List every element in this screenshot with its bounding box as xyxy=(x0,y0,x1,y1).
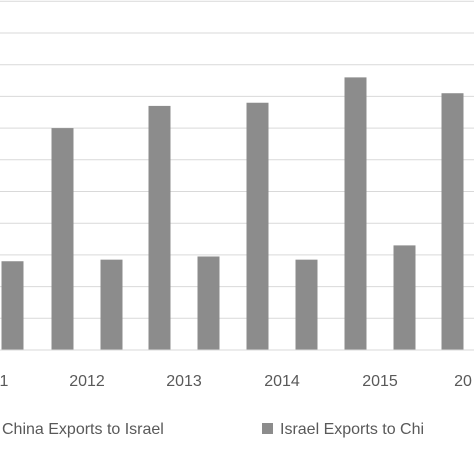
bar-china-exports-2014 xyxy=(246,102,269,351)
x-tick-label: 2015 xyxy=(362,373,398,390)
bar-china-exports-2013 xyxy=(148,105,171,350)
gridlines xyxy=(0,0,474,319)
bar-china-exports-2012 xyxy=(51,128,74,350)
legend-item-israel-exports: Israel Exports to Chi xyxy=(280,421,424,438)
bar-israel-exports-2015 xyxy=(393,245,416,350)
x-tick-label: 2012 xyxy=(69,373,105,390)
bar-israel-exports-2013 xyxy=(197,256,220,350)
bar-israel-exports-2012 xyxy=(100,259,123,350)
bar-israel-exports-2014 xyxy=(295,259,318,350)
x-tick-label: 1 xyxy=(0,373,9,390)
x-tick-label: 20 xyxy=(454,373,472,390)
bar-israel-exports-2011 xyxy=(1,261,24,350)
bars xyxy=(1,77,464,351)
x-tick-label: 2014 xyxy=(264,373,300,390)
bar-china-exports-2016 xyxy=(441,93,464,350)
x-tick-labels: 1 2012 2013 2014 2015 20 xyxy=(0,373,472,390)
legend-swatch xyxy=(262,423,273,434)
legend: China Exports to Israel Israel Exports to… xyxy=(2,421,424,438)
legend-item-china-exports: China Exports to Israel xyxy=(2,421,164,438)
x-tick-label: 2013 xyxy=(166,373,202,390)
bar-china-exports-2015 xyxy=(344,77,367,350)
